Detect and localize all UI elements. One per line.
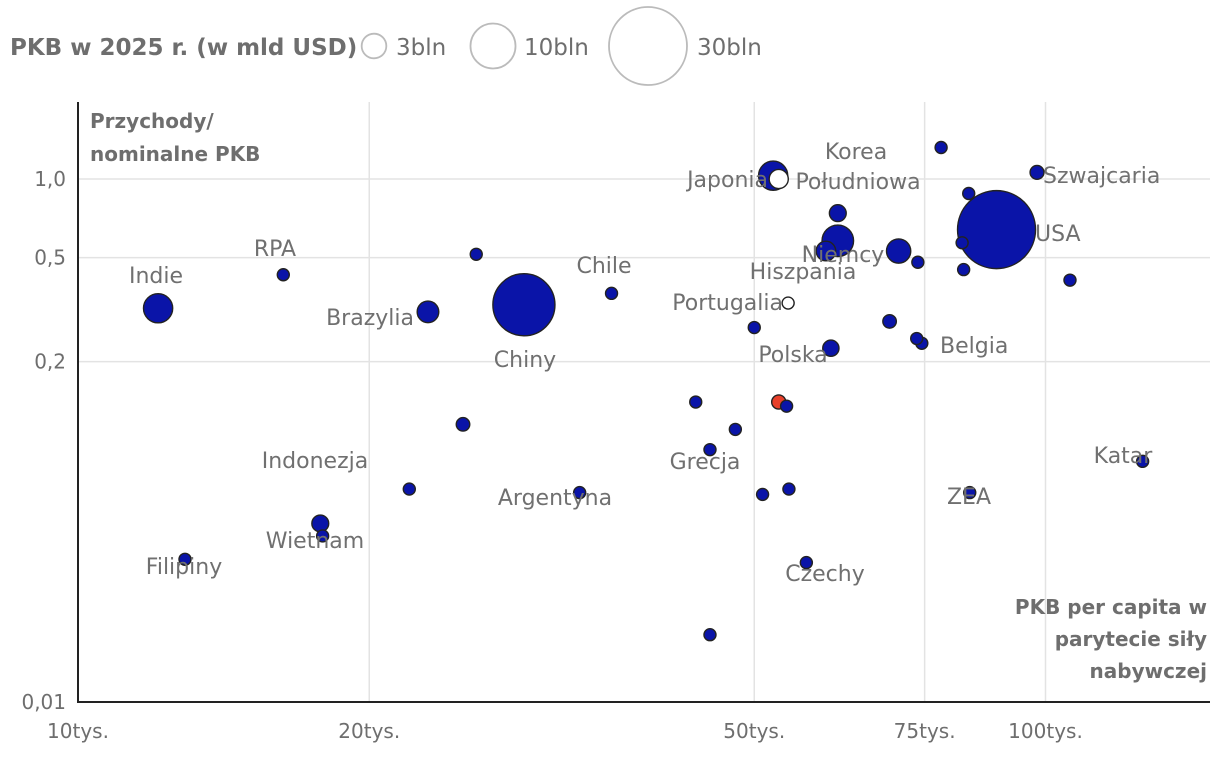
- point-label-wietnam: Wietnam: [266, 529, 364, 554]
- x-axis-title: parytecie siły: [1055, 627, 1207, 651]
- y-tick-label: 0,2: [34, 350, 66, 374]
- tick-labels: 10tys. 20tys. 50tys. 75tys. 100tys. 0,01 0,2 0,…: [21, 167, 1082, 743]
- y-axis-title: nominalne PKB: [90, 142, 260, 166]
- bubble-korea-poludniowa: [768, 168, 789, 190]
- grid: [78, 102, 1210, 702]
- bubble-country: [455, 416, 471, 432]
- legend-label-3bln: 3bln: [396, 35, 446, 61]
- point-label-chiny: Chiny: [494, 348, 556, 373]
- bubble-country: [728, 422, 743, 437]
- point-label-belgia: Belgia: [940, 334, 1008, 359]
- x-tick-label: 20tys.: [338, 719, 400, 743]
- point-label-filipiny: Filipiny: [146, 555, 222, 580]
- point-label-japonia: Japonia: [685, 168, 768, 193]
- bubble-country: [469, 247, 483, 261]
- legend-label-10bln: 10bln: [524, 35, 589, 61]
- bubble-country: [822, 339, 840, 358]
- x-tick-label: 10tys.: [47, 719, 109, 743]
- bubble-wietnam: [315, 529, 330, 543]
- bubbles: [142, 140, 1150, 642]
- point-label-korea-poludniowa: Korea: [825, 140, 887, 165]
- bubble-country: [402, 482, 416, 496]
- bubble-country: [689, 395, 703, 409]
- x-tick-label: 100tys.: [1008, 719, 1083, 743]
- point-label-brazylia: Brazylia: [326, 306, 414, 331]
- point-label-zea: ZEA: [947, 485, 991, 510]
- bubble-katar: [1135, 454, 1150, 469]
- point-label-katar: Katar: [1094, 444, 1154, 469]
- bubble-country: [782, 482, 796, 496]
- point-label-hiszpania: Hiszpania: [750, 260, 857, 285]
- point-label-niemcy: Niemcy: [802, 243, 885, 268]
- y-axis-title: Przychody/: [90, 109, 214, 133]
- bubble-chiny: [492, 273, 556, 337]
- x-tick-label: 75tys.: [894, 719, 956, 743]
- bubble-indie: [142, 292, 174, 324]
- x-axis-title: PKB per capita w: [1015, 595, 1207, 619]
- bubble-country: [885, 238, 912, 264]
- point-label-szwajcaria: Szwajcaria: [1043, 164, 1160, 189]
- bubble-zea: [963, 485, 977, 500]
- y-tick-label: 1,0: [34, 167, 66, 191]
- x-tick-label: 50tys.: [723, 719, 785, 743]
- point-label-indonezja: Indonezja: [262, 449, 368, 474]
- bubble-country: [934, 140, 948, 155]
- bubble-usa: [956, 189, 1037, 270]
- bubble-country: [747, 320, 761, 335]
- point-label-argentyna: Argentyna: [498, 486, 612, 511]
- axis-titles: Przychody/nominalne PKB PKB per capita w p…: [90, 109, 1207, 683]
- bubble-argentyna: [572, 485, 587, 500]
- bubble-grecja: [703, 442, 717, 457]
- bubble-country: [1063, 273, 1077, 287]
- bubble-hiszpania: [815, 240, 837, 262]
- bubble-country: [703, 628, 717, 642]
- size-legend: PKB w 2025 r. (w mld USD) 3bln 10bln 30bln: [10, 6, 762, 86]
- bubble-szwajcaria: [1029, 164, 1045, 181]
- bubble-country: [828, 204, 847, 223]
- axes: [77, 102, 1210, 703]
- bubble-country: [962, 186, 976, 201]
- bubble-country: [882, 313, 898, 329]
- bubble-czechy: [799, 555, 814, 570]
- point-label-czechy: Czechy: [785, 562, 865, 587]
- bubble-country: [755, 487, 770, 502]
- bubble-filipiny: [178, 552, 192, 566]
- point-label-rpa: RPA: [254, 237, 296, 262]
- legend-label-30bln: 30bln: [697, 35, 762, 61]
- legend-bubble-30bln: [608, 6, 688, 86]
- point-label-polska: Polska: [758, 343, 827, 368]
- legend-bubble-10bln: [469, 22, 517, 70]
- legend-title: PKB w 2025 r. (w mld USD): [10, 35, 357, 61]
- y-tick-label: 0,5: [34, 246, 66, 270]
- bubble-rpa: [276, 268, 290, 282]
- bubble-country: [910, 331, 924, 346]
- legend-bubble-3bln: [360, 32, 388, 60]
- point-label-chile: Chile: [576, 254, 631, 279]
- bubble-country: [955, 236, 969, 250]
- point-label-grecja: Grecja: [670, 450, 741, 475]
- point-label-usa: USA: [1035, 222, 1081, 247]
- y-tick-label: 0,01: [21, 690, 66, 714]
- bubble-chile: [604, 286, 619, 301]
- bubble-brazylia: [416, 300, 440, 324]
- bubble-portugalia: [781, 296, 795, 310]
- bubble-country: [956, 262, 971, 277]
- point-labels: Indie RPA Brazylia Chiny Chile Indonezja Wietn…: [129, 140, 1160, 587]
- point-label-korea-poludniowa: Południowa: [795, 170, 920, 195]
- bubble-country: [911, 255, 925, 269]
- x-axis-title: nabywczej: [1090, 659, 1207, 683]
- point-label-indie: Indie: [129, 264, 183, 289]
- point-label-portugalia: Portugalia: [672, 291, 783, 316]
- bubble-country: [779, 399, 794, 413]
